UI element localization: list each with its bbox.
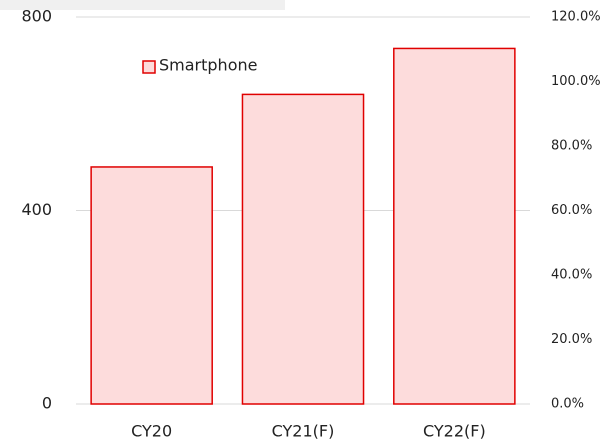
y2-tick-label: 0.0% xyxy=(551,397,584,412)
bar xyxy=(393,47,516,405)
y2-tick-label: 20.0% xyxy=(551,332,592,347)
x-tick-label: CY21(F) xyxy=(272,422,335,441)
x-tick-label: CY22(F) xyxy=(423,422,486,441)
bar xyxy=(241,93,365,405)
y-tick-label: 800 xyxy=(21,7,52,26)
x-tick-label: CY20 xyxy=(131,422,172,441)
y2-tick-label: 40.0% xyxy=(551,268,592,283)
legend-swatch xyxy=(142,60,156,74)
legend-label: Smartphone xyxy=(159,56,257,75)
y2-tick-label: 100.0% xyxy=(551,74,601,89)
y2-tick-label: 80.0% xyxy=(551,139,592,154)
y-tick-label: 0 xyxy=(42,394,52,413)
y2-tick-label: 60.0% xyxy=(551,203,592,218)
y-tick-label: 400 xyxy=(21,200,52,219)
y2-tick-label: 120.0% xyxy=(551,10,601,25)
bar xyxy=(90,166,213,405)
header-band xyxy=(0,0,285,10)
